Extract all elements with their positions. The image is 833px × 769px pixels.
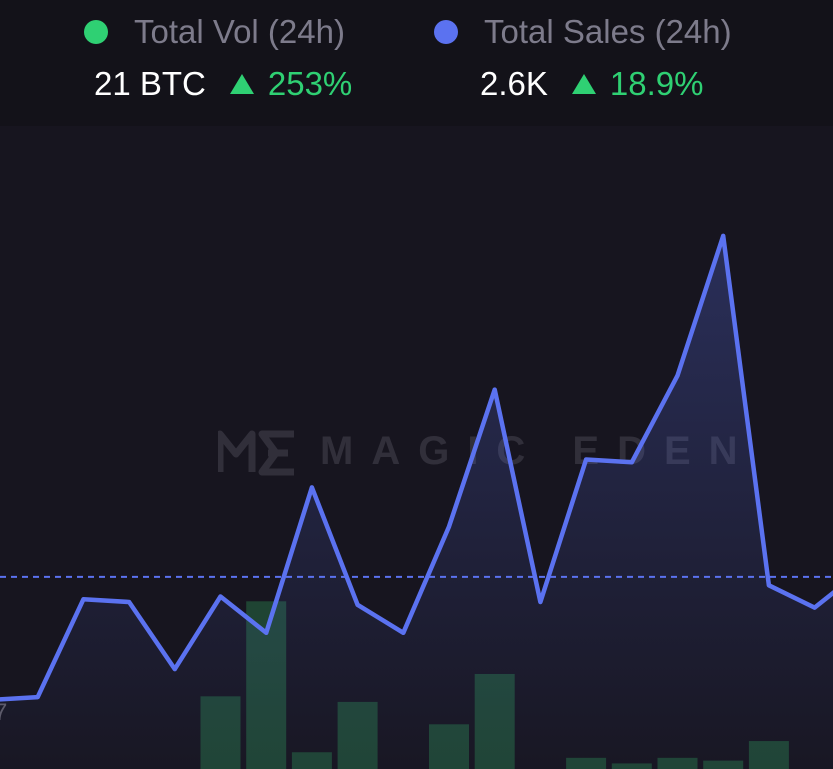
magic-eden-logo-icon [218, 430, 294, 476]
sales-point[interactable] [127, 600, 132, 605]
sales-point[interactable] [812, 605, 817, 610]
total-vol-value: 21 BTC [94, 65, 206, 102]
sales-point[interactable] [309, 485, 314, 490]
total-sales-dot-icon [434, 20, 458, 44]
sales-point[interactable] [538, 600, 543, 605]
sales-point[interactable] [492, 387, 497, 392]
sales-point[interactable] [401, 630, 406, 635]
sales-point[interactable] [721, 233, 726, 238]
sales-point[interactable] [447, 524, 451, 529]
total-vol-dot-icon [84, 20, 108, 44]
sales-volume-chart[interactable]: MAGIC EDEN 7 [0, 126, 833, 769]
stats-header: Total Vol (24h) 21 BTC 253% Total Sales … [0, 0, 833, 126]
sales-point[interactable] [766, 583, 771, 588]
sales-point[interactable] [355, 602, 360, 607]
sales-point[interactable] [218, 594, 223, 599]
sales-point[interactable] [675, 373, 680, 378]
sales-point[interactable] [81, 597, 86, 602]
total-sales-label: Total Sales (24h) [484, 13, 732, 50]
total-sales-values: 2.6K 18.9% [480, 64, 703, 104]
total-vol-legend[interactable]: Total Vol (24h) [84, 12, 345, 52]
sales-point[interactable] [264, 630, 269, 635]
total-sales-change: 18.9% [609, 65, 704, 102]
sales-area-fill [0, 235, 833, 769]
total-vol-values: 21 BTC 253% [94, 64, 352, 104]
sales-point[interactable] [584, 457, 589, 462]
sales-point[interactable] [35, 695, 40, 700]
y-tick-label: 7 [0, 699, 7, 726]
sales-line [0, 233, 833, 702]
triangle-up-icon [229, 74, 254, 94]
total-vol-label: Total Vol (24h) [134, 13, 345, 50]
triangle-up-icon [571, 74, 596, 94]
total-vol-change: 253% [267, 65, 353, 102]
sales-point[interactable] [172, 667, 177, 672]
sales-point[interactable] [629, 460, 634, 465]
chart-plot: 7 [0, 233, 833, 769]
total-sales-legend[interactable]: Total Sales (24h) [434, 12, 732, 52]
total-sales-value: 2.6K [480, 65, 548, 102]
